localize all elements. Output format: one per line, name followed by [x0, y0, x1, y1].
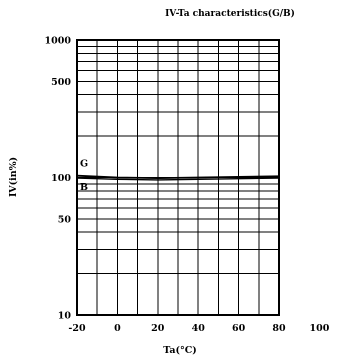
tick-labels: 10 50 100 500 1000 -20 0 20 40 60 80 100: [45, 36, 330, 335]
x-tick-label: -20: [68, 323, 86, 334]
x-tick-label: 40: [192, 323, 206, 334]
x-axis-label: Ta(°C): [163, 345, 197, 356]
y-tick-label: 500: [51, 77, 71, 88]
series-layer: GB: [76, 159, 280, 193]
y-tick-label: 50: [58, 214, 72, 225]
x-tick-label: 0: [114, 323, 121, 334]
x-tick-label: 60: [232, 323, 246, 334]
x-tick-label: 20: [151, 323, 165, 334]
y-tick-label: 100: [51, 173, 71, 184]
plot-frame: [76, 39, 280, 316]
series-line-b: [76, 177, 280, 181]
chart-title: IV-Ta characteristics(G/B): [165, 8, 295, 19]
series-line-g: [76, 174, 280, 180]
y-axis-label: IV(in%): [8, 157, 19, 197]
series-label-g: G: [80, 159, 88, 170]
y-tick-label: 1000: [45, 36, 72, 47]
series-label-b: B: [80, 182, 88, 193]
y-tick-label: 10: [58, 311, 72, 322]
x-tick-label: 100: [309, 323, 329, 334]
x-tick-label: 80: [272, 323, 286, 334]
